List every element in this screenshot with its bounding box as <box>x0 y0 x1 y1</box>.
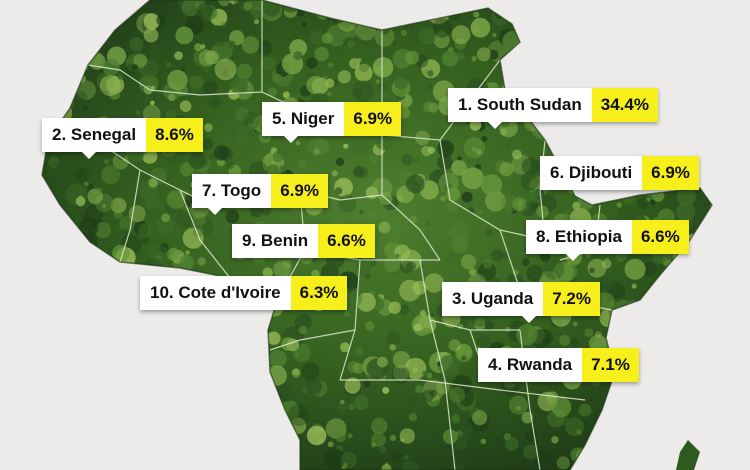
label-senegal: 2. Senegal 8.6% <box>42 118 203 159</box>
country-name: 8. Ethiopia <box>526 220 632 254</box>
country-percentage: 7.1% <box>582 348 639 382</box>
country-name: 7. Togo <box>192 174 272 208</box>
country-percentage: 6.6% <box>631 220 689 254</box>
label-pointer <box>522 316 536 323</box>
country-percentage: 6.9% <box>271 174 328 208</box>
label-djibouti: 6. Djibouti 6.9% <box>540 156 699 190</box>
madagascar-island <box>676 440 700 470</box>
label-uganda: 3. Uganda 7.2% <box>442 282 600 323</box>
label-togo: 7. Togo 6.9% <box>192 174 328 215</box>
country-percentage: 7.2% <box>543 282 600 316</box>
label-south-sudan: 1. South Sudan 34.4% <box>448 88 658 129</box>
country-name: 3. Uganda <box>442 282 544 316</box>
country-percentage: 34.4% <box>591 88 658 122</box>
country-name: 10. Cote d'Ivoire <box>140 276 291 310</box>
country-name: 2. Senegal <box>42 118 147 152</box>
country-percentage: 6.9% <box>344 102 402 136</box>
label-pointer <box>566 254 580 261</box>
country-name: 9. Benin <box>232 224 319 258</box>
label-rwanda: 4. Rwanda 7.1% <box>478 348 639 382</box>
country-percentage: 6.3% <box>290 276 348 310</box>
label-niger: 5. Niger 6.9% <box>262 102 402 143</box>
label-cote-divoire: 10. Cote d'Ivoire 6.3% <box>140 276 348 310</box>
label-pointer <box>208 208 222 215</box>
label-pointer <box>284 136 298 143</box>
label-benin: 9. Benin 6.6% <box>232 224 375 258</box>
country-percentage: 6.6% <box>318 224 375 258</box>
country-name: 6. Djibouti <box>540 156 643 190</box>
country-name: 4. Rwanda <box>478 348 583 382</box>
label-ethiopia: 8. Ethiopia 6.6% <box>526 220 689 261</box>
country-percentage: 8.6% <box>146 118 203 152</box>
label-pointer <box>488 122 502 129</box>
country-name: 1. South Sudan <box>448 88 592 122</box>
label-pointer <box>82 152 96 159</box>
country-percentage: 6.9% <box>642 156 699 190</box>
country-name: 5. Niger <box>262 102 345 136</box>
